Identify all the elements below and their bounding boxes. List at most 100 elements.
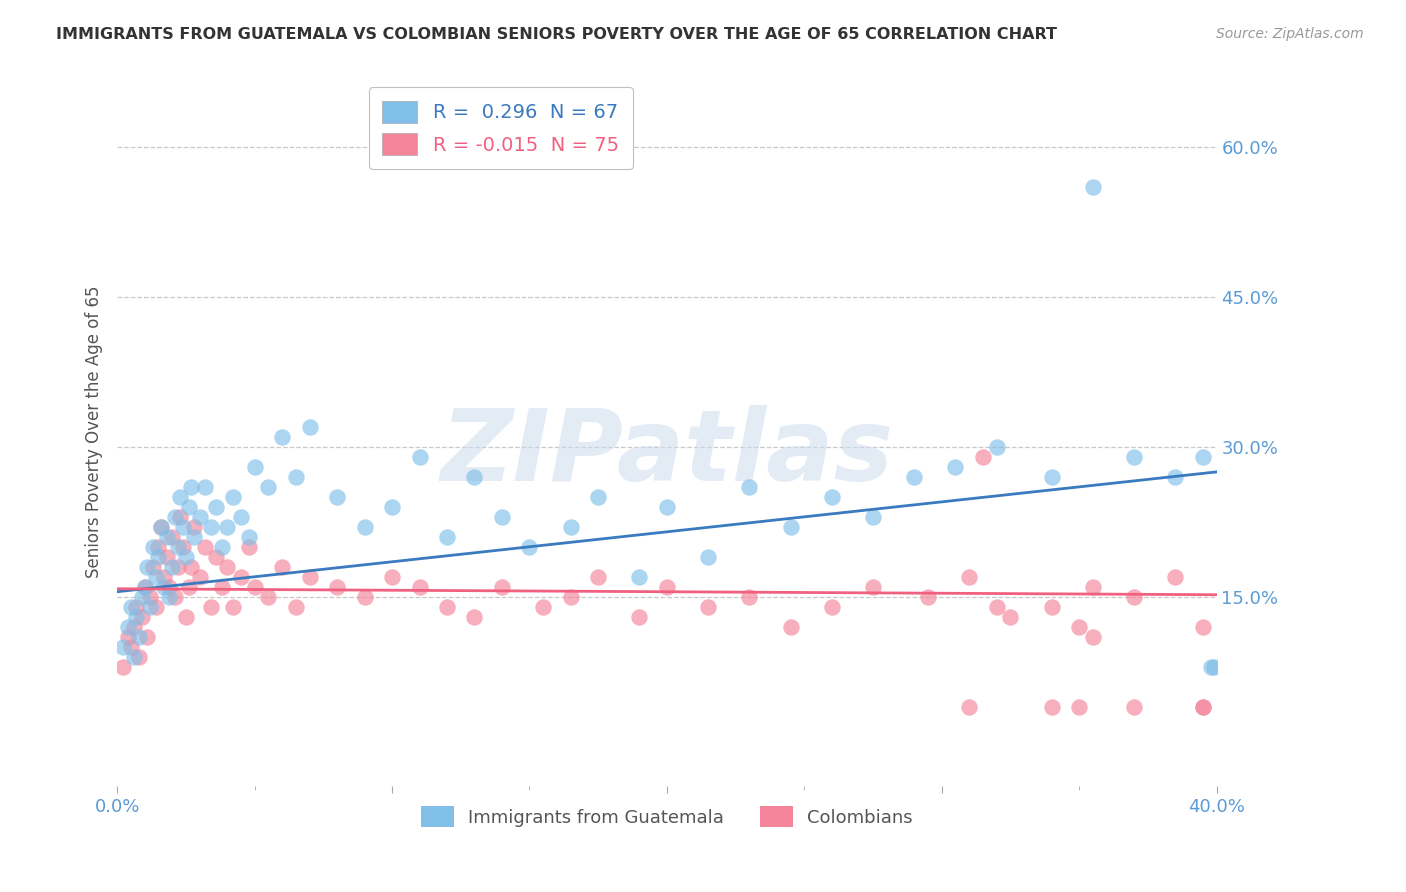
Point [194, 540, 217, 554]
Point [1202, 659, 1225, 673]
Point [1081, 580, 1104, 594]
Point [177, 580, 200, 594]
Point [560, 520, 582, 534]
Point [298, 570, 321, 584]
Point [1199, 659, 1222, 673]
Point [1081, 630, 1104, 644]
Point [381, 500, 404, 514]
Point [157, 580, 180, 594]
Point [153, 570, 176, 584]
Point [436, 599, 458, 614]
Point [131, 590, 153, 604]
Point [957, 570, 980, 584]
Point [986, 440, 1008, 454]
Point [205, 500, 228, 514]
Point [531, 599, 554, 614]
Point [1123, 450, 1146, 464]
Point [153, 580, 176, 594]
Point [738, 590, 761, 604]
Point [174, 549, 197, 564]
Point [205, 549, 228, 564]
Point [177, 500, 200, 514]
Point [1164, 570, 1187, 584]
Point [136, 559, 159, 574]
Point [166, 559, 188, 574]
Point [463, 609, 485, 624]
Point [188, 509, 211, 524]
Point [408, 450, 430, 464]
Point [148, 540, 170, 554]
Point [120, 599, 142, 614]
Point [353, 590, 375, 604]
Point [738, 480, 761, 494]
Point [655, 500, 678, 514]
Point [972, 450, 994, 464]
Point [257, 590, 280, 604]
Point [1040, 699, 1063, 714]
Y-axis label: Seniors Poverty Over the Age of 65: Seniors Poverty Over the Age of 65 [86, 285, 103, 578]
Point [125, 609, 148, 624]
Point [491, 580, 513, 594]
Point [986, 599, 1008, 614]
Point [697, 599, 720, 614]
Point [156, 530, 179, 544]
Point [1040, 599, 1063, 614]
Point [586, 570, 609, 584]
Point [125, 599, 148, 614]
Text: IMMIGRANTS FROM GUATEMALA VS COLOMBIAN SENIORS POVERTY OVER THE AGE OF 65 CORREL: IMMIGRANTS FROM GUATEMALA VS COLOMBIAN S… [56, 27, 1057, 42]
Point [211, 540, 233, 554]
Point [142, 559, 165, 574]
Legend: Immigrants from Guatemala, Colombians: Immigrants from Guatemala, Colombians [413, 799, 920, 834]
Point [188, 570, 211, 584]
Point [122, 649, 145, 664]
Point [1069, 699, 1091, 714]
Point [655, 580, 678, 594]
Point [917, 590, 939, 604]
Point [169, 509, 191, 524]
Point [180, 559, 202, 574]
Point [1191, 699, 1213, 714]
Point [180, 480, 202, 494]
Point [139, 590, 162, 604]
Point [183, 530, 205, 544]
Point [1164, 470, 1187, 484]
Point [436, 530, 458, 544]
Point [136, 630, 159, 644]
Point [257, 480, 280, 494]
Point [221, 490, 243, 504]
Point [111, 640, 134, 654]
Point [229, 509, 252, 524]
Point [150, 520, 173, 534]
Point [1123, 590, 1146, 604]
Point [243, 580, 266, 594]
Point [217, 559, 239, 574]
Point [160, 530, 183, 544]
Point [1069, 620, 1091, 634]
Point [628, 609, 651, 624]
Point [353, 520, 375, 534]
Point [128, 630, 150, 644]
Point [284, 599, 307, 614]
Point [145, 570, 167, 584]
Point [169, 490, 191, 504]
Point [408, 580, 430, 594]
Point [628, 570, 651, 584]
Point [120, 640, 142, 654]
Point [238, 540, 260, 554]
Point [148, 549, 170, 564]
Point [326, 580, 349, 594]
Point [211, 580, 233, 594]
Point [945, 459, 967, 474]
Point [586, 490, 609, 504]
Point [1040, 470, 1063, 484]
Point [271, 430, 294, 444]
Point [519, 540, 541, 554]
Point [243, 459, 266, 474]
Point [163, 590, 186, 604]
Point [1191, 450, 1213, 464]
Point [1000, 609, 1022, 624]
Text: ZIPatlas: ZIPatlas [440, 405, 893, 501]
Point [862, 580, 884, 594]
Point [381, 570, 404, 584]
Point [200, 599, 222, 614]
